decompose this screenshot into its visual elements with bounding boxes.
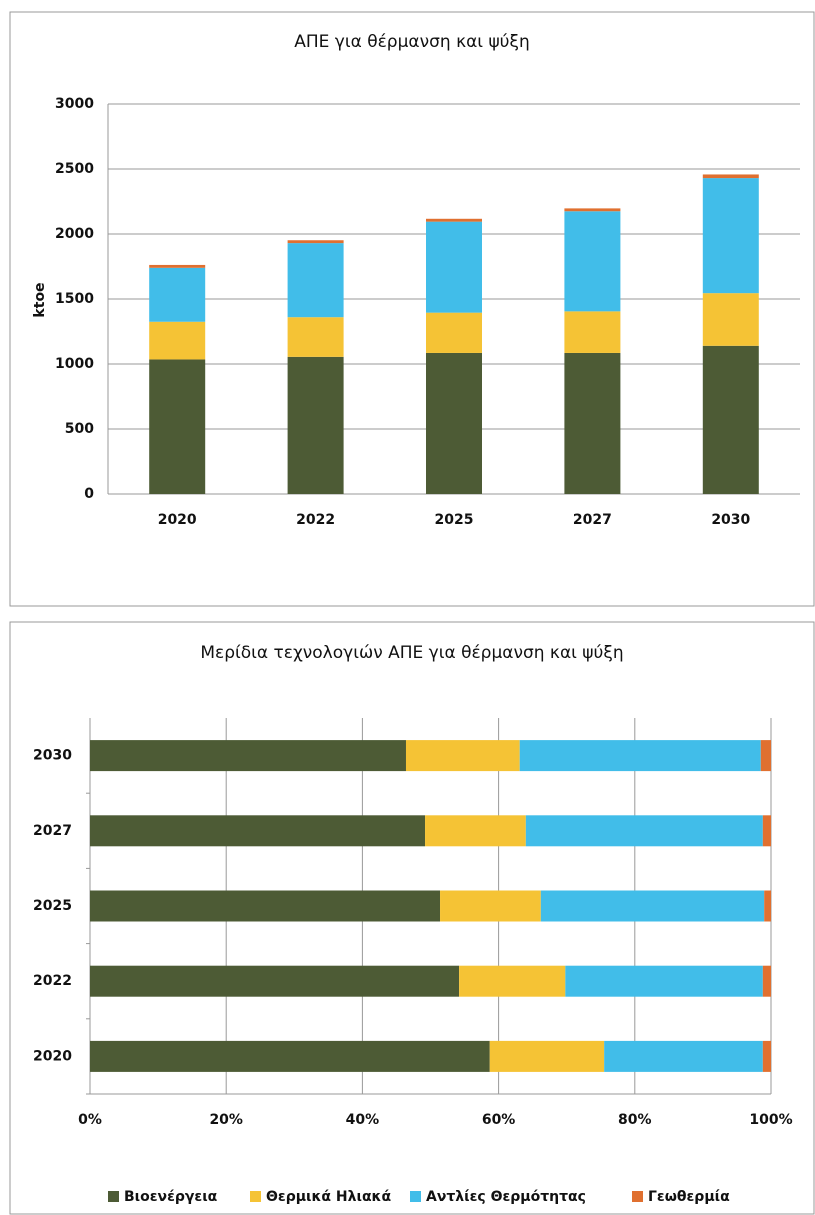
bar-segment [519,740,761,772]
bar-segment [149,359,206,494]
x-tick-label: 2020 [158,512,197,528]
chart-title: Μερίδια τεχνολογιών ΑΠΕ για θέρμανση και… [200,643,623,663]
y-tick-label: 2020 [33,1048,72,1064]
y-axis-label: ktoe [32,282,48,317]
bar-segment [540,890,765,922]
legend-label: Αντλίες Θερμότητας [426,1189,586,1205]
bar-segment [702,174,759,179]
bar-segment [426,218,482,222]
y-tick-label: 1000 [55,356,94,372]
bar-segment [287,240,344,244]
x-tick-label: 40% [346,1112,380,1128]
x-tick-label: 60% [482,1112,516,1128]
bar-segment [426,312,482,353]
bar-segment [149,267,206,322]
bar-segment [564,311,621,353]
y-tick-label: 1500 [55,291,94,307]
bar-segment [762,1040,771,1072]
legend-swatch [410,1191,421,1202]
bar-segment [149,321,206,360]
bar-segment [90,1040,490,1072]
x-tick-label: 2030 [711,512,750,528]
bar-segment [565,965,763,997]
frame [9,11,815,607]
bar-segment [762,965,771,997]
chart-title: ΑΠΕ για θέρμανση και ψύξη [294,32,530,52]
y-tick-label: 2025 [33,898,72,914]
x-tick-label: 0% [78,1112,102,1128]
bar-segment [702,293,759,346]
x-tick-label: 100% [749,1112,792,1128]
bar-segment [564,352,621,494]
y-tick-label: 2022 [33,973,72,989]
y-tick-label: 2027 [33,823,72,839]
bar-segment [764,890,771,922]
x-tick-label: 2025 [435,512,474,528]
x-tick-label: 2022 [296,512,335,528]
y-tick-label: 0 [84,486,94,502]
x-tick-label: 2027 [573,512,612,528]
bar-segment [90,965,460,997]
bar-segment [762,815,771,847]
bar-segment [90,890,441,922]
bar-segment [459,965,566,997]
y-tick-label: 2000 [55,226,94,242]
bar-segment [426,352,482,494]
bar-segment [525,815,763,847]
bar-segment [440,890,541,922]
bar-segment [149,264,206,268]
x-tick-label: 20% [209,1112,243,1128]
frame [9,621,815,1215]
bar-segment [287,243,344,318]
bar-segment [702,345,759,494]
legend-swatch [250,1191,261,1202]
bar-segment [287,317,344,357]
bar-segment [287,356,344,494]
legend-swatch [632,1191,643,1202]
x-tick-label: 80% [618,1112,652,1128]
bar-segment [760,740,771,772]
bar-segment [564,208,621,212]
bar-segment [702,178,759,294]
legend-swatch [108,1191,119,1202]
bar-segment [425,815,526,847]
bar-segment [405,740,520,772]
bar-segment [426,221,482,313]
y-tick-label: 2500 [55,161,94,177]
y-tick-label: 3000 [55,96,94,112]
y-tick-label: 500 [65,421,94,437]
bar-segment [90,740,406,772]
bar-segment [489,1040,605,1072]
bar-segment [564,211,621,312]
y-tick-label: 2030 [33,748,72,764]
legend-label: Θερμικά Ηλιακά [266,1189,392,1205]
bar-segment [604,1040,763,1072]
legend-label: Βιοενέργεια [124,1189,218,1205]
legend-label: Γεωθερμία [648,1189,730,1205]
bar-segment [90,815,426,847]
